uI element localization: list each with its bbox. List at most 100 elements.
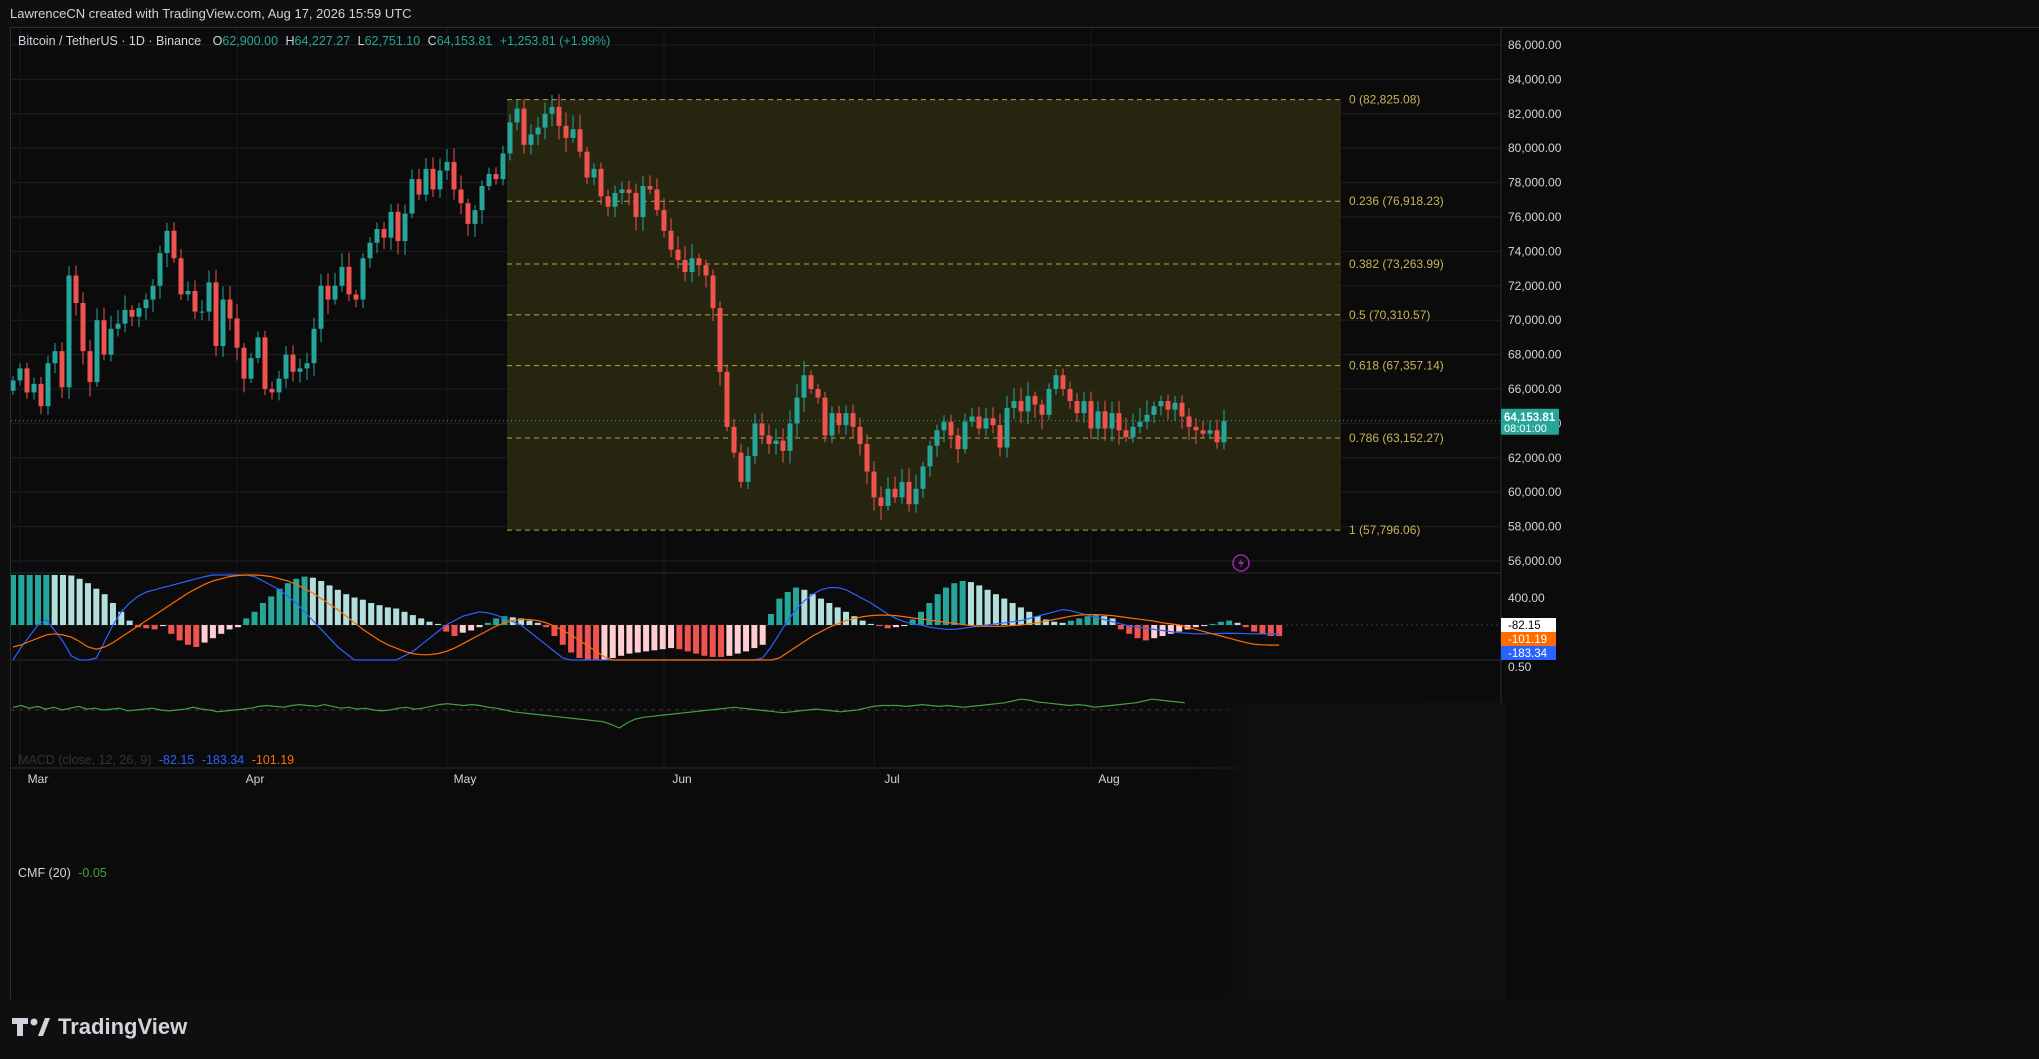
macd-histogram-bar: [118, 611, 125, 625]
candle-body: [549, 106, 555, 114]
candle-body: [451, 161, 457, 190]
x-tick-label: Mar: [28, 772, 49, 786]
macd-histogram-bar: [251, 611, 258, 625]
x-tick-label: Aug: [1098, 772, 1119, 786]
cmf-legend[interactable]: CMF (20) -0.05: [18, 866, 107, 880]
macd-histogram-bar: [892, 625, 899, 628]
candle-body: [801, 375, 807, 398]
candle-body: [990, 418, 996, 426]
macd-histogram-bar: [168, 625, 175, 634]
footer-bar: [0, 999, 2039, 1059]
macd-histogram-bar: [818, 598, 825, 625]
macd-histogram-bar: [376, 605, 383, 625]
macd-histogram-bar: [293, 578, 300, 625]
macd-legend[interactable]: MACD (close, 12, 26, 9) -82.15 -183.34 -…: [18, 753, 294, 767]
symbol-title[interactable]: Bitcoin / TetherUS · 1D · Binance: [18, 34, 202, 48]
fib-level-label: 0 (82,825.08): [1349, 93, 1420, 107]
macd-histogram-bar: [301, 576, 308, 625]
candle-body: [738, 452, 744, 482]
macd-histogram-bar: [359, 599, 366, 625]
candle-body: [388, 211, 394, 238]
candle-body: [871, 471, 877, 498]
chart-frame[interactable]: 86,000.00 84,000.00 82,000.00 80,000.00 78,0…: [10, 27, 2039, 1000]
candle-body: [227, 299, 233, 319]
candle-body: [1130, 426, 1136, 438]
candle-body: [115, 323, 121, 329]
candle-body: [17, 368, 23, 381]
candle-body: [1151, 406, 1157, 415]
macd-histogram-bar: [576, 625, 583, 658]
macd-histogram-bar: [992, 594, 999, 625]
macd-histogram-bar: [584, 625, 591, 660]
y-tick-label: 82,000.00: [1508, 107, 1562, 121]
candle-body: [864, 444, 870, 472]
attribution-text: LawrenceCN created with TradingView.com,…: [10, 6, 412, 21]
macd-histogram-bar: [151, 625, 158, 630]
candle-body: [1053, 375, 1059, 389]
candle-body: [913, 488, 919, 505]
candle-body: [395, 211, 401, 242]
macd-histogram-bar: [93, 588, 100, 625]
macd-histogram-bar: [418, 618, 425, 625]
macd-histogram-bar: [676, 625, 683, 650]
chart-canvas[interactable]: 86,000.00 84,000.00 82,000.00 80,000.00 78,0…: [11, 28, 2039, 1000]
candle-body: [143, 299, 149, 309]
macd-histogram-bar: [618, 625, 625, 656]
macd-histogram-bar: [143, 625, 150, 629]
candle-body: [1179, 402, 1185, 417]
macd-histogram-bar: [109, 603, 116, 625]
candle-body: [815, 389, 821, 398]
macd-histogram-bar: [434, 623, 441, 625]
candle-body: [892, 488, 898, 498]
macd-histogram-bar: [551, 625, 558, 636]
open-value: 62,900.00: [222, 34, 279, 48]
candle-body: [647, 186, 653, 190]
attribution-bar: LawrenceCN created with TradingView.com,…: [0, 0, 2039, 27]
macd-histogram-bar: [493, 618, 500, 625]
tradingview-logo[interactable]: TradingView: [12, 1014, 187, 1040]
macd-histogram-bar: [734, 625, 741, 654]
y-tick-label: 86,000.00: [1508, 38, 1562, 52]
macd-value: -82.15: [158, 753, 195, 767]
macd-histogram-bar: [409, 615, 416, 625]
macd-histogram-bar: [1167, 625, 1174, 634]
candle-body: [633, 192, 639, 217]
macd-histogram-bar: [1117, 625, 1124, 630]
candle-body: [696, 258, 702, 266]
candle-body: [675, 249, 681, 260]
macd-histogram-bar: [1151, 625, 1158, 639]
macd-histogram-bar: [1034, 616, 1041, 625]
macd-histogram-bar: [1267, 625, 1274, 636]
y-tick-label: 72,000.00: [1508, 279, 1562, 293]
macd-histogram-bar: [609, 625, 616, 658]
candle-body: [248, 358, 254, 379]
candle-body: [1200, 430, 1206, 434]
macd-histogram-bar: [318, 581, 325, 625]
macd-histogram-bar: [76, 578, 83, 625]
candle-body: [577, 129, 583, 152]
macd-histogram-bar: [193, 625, 200, 647]
tradingview-wordmark: TradingView: [58, 1014, 188, 1039]
candle-body: [780, 440, 786, 451]
fib-level-label: 0.618 (67,357.14): [1349, 359, 1444, 373]
candle-body: [430, 168, 436, 190]
candle-body: [178, 258, 184, 295]
candle-body: [668, 230, 674, 250]
y-tick-label: 84,000.00: [1508, 72, 1562, 86]
macd-histogram-bar: [1276, 625, 1283, 637]
candle-body: [962, 421, 968, 450]
macd-histogram-bar: [84, 583, 91, 625]
candle-body: [108, 328, 114, 355]
candle-body: [101, 320, 107, 355]
macd-histogram-bar: [393, 608, 400, 625]
cmf-line: [12, 698, 1185, 729]
fib-level-label: 0.5 (70,310.57): [1349, 308, 1430, 322]
macd-histogram-bar: [368, 603, 375, 625]
candle-body: [724, 371, 730, 427]
macd-histogram-bar: [218, 625, 225, 634]
candle-body: [339, 266, 345, 286]
macd-histogram-bar: [659, 625, 666, 650]
candle-body: [1004, 407, 1010, 448]
candle-body: [766, 435, 772, 445]
candle-body: [612, 192, 618, 207]
